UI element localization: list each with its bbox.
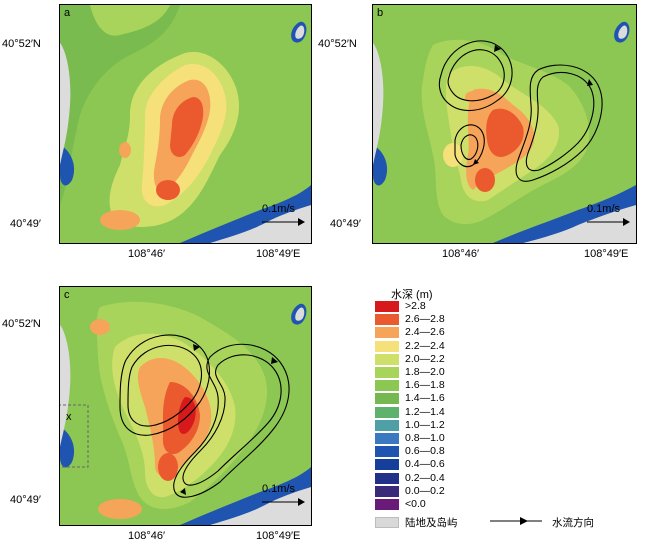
legend-item: 1.4—1.6 [375, 392, 515, 405]
scale-label-c: 0.1m/s [262, 483, 296, 495]
legend-swatch [375, 419, 399, 431]
legend-item: 1.2—1.4 [375, 406, 515, 419]
depth-map-a [60, 5, 311, 243]
legend-swatch [375, 380, 399, 392]
legend-swatch [375, 301, 399, 312]
legend-label: 0.6—0.8 [405, 445, 445, 458]
legend-item: 2.6—2.8 [375, 313, 515, 326]
legend-label: <0.0 [405, 498, 426, 510]
legend-swatch [375, 406, 399, 418]
legend-item: 1.6—1.8 [375, 379, 515, 392]
flow-legend-label: 水流方向 [552, 517, 594, 529]
legend-swatch [375, 367, 399, 378]
legend-swatch [375, 314, 399, 326]
lat-label-top-a: 40°52′N [2, 38, 41, 50]
legend-label: 2.2—2.4 [405, 339, 445, 352]
legend-swatch [375, 353, 399, 365]
legend-label: 2.6—2.8 [405, 313, 445, 326]
legend-item: 0.8—1.0 [375, 432, 515, 445]
legend-swatch [375, 433, 399, 444]
legend-label: 0.2—0.4 [405, 471, 445, 484]
legend-swatch [375, 472, 399, 484]
legend-item: 0.2—0.4 [375, 472, 515, 485]
legend-label: 1.8—2.0 [405, 366, 445, 378]
lon-label-right-a: 108°49′E [256, 248, 301, 260]
legend-item: >2.8 [375, 300, 515, 313]
legend-swatch [375, 340, 399, 352]
legend-label: 1.0—1.2 [405, 418, 445, 431]
legend-item: 2.0—2.2 [375, 353, 515, 366]
land-legend-label: 陆地及岛屿 [405, 517, 458, 529]
lat-label-top-b: 40°52′N [318, 38, 357, 50]
scale-arrow-c [262, 498, 305, 506]
land-swatch [375, 517, 399, 528]
legend-label: 1.4—1.6 [405, 392, 445, 405]
legend-title: 水深 (m) [391, 289, 433, 301]
legend-label: 0.0—0.2 [405, 484, 445, 497]
legend-item: 2.4—2.6 [375, 326, 515, 339]
legend-swatch [375, 459, 399, 471]
map-panel-a: a 0.1m/s [59, 4, 312, 244]
legend-label: 1.2—1.4 [405, 405, 445, 418]
legend-item: 2.2—2.4 [375, 340, 515, 353]
legend-swatch [375, 485, 399, 497]
panel-label-a: a [64, 7, 71, 19]
panel-label-c: c [64, 289, 70, 301]
flow-direction-arrow [490, 517, 542, 525]
lon-label-left-c: 108°46′ [128, 530, 166, 542]
map-panel-c: c x 0.1m/s [59, 286, 312, 526]
legend-item: 0.0—0.2 [375, 485, 515, 498]
scale-arrow-a [262, 218, 305, 226]
lat-label-bottom-a: 40°49′ [10, 218, 41, 230]
legend-swatch [375, 327, 399, 339]
map-panel-b: b 0.1m/s [372, 4, 637, 244]
legend-label: 0.4—0.6 [405, 458, 445, 471]
legend-item: 1.8—2.0 [375, 366, 515, 379]
depth-map-b [373, 5, 636, 243]
legend-item: 0.4—0.6 [375, 458, 515, 471]
legend-label: >2.8 [405, 300, 426, 312]
lat-label-top-c: 40°52′N [2, 318, 41, 330]
legend-swatch [375, 446, 399, 458]
legend-label: 0.8—1.0 [405, 432, 445, 444]
point-x-label: x [66, 411, 72, 423]
legend-swatch [375, 393, 399, 405]
lat-label-bottom-c: 40°49′ [10, 494, 41, 506]
legend-label: 1.6—1.8 [405, 379, 445, 392]
legend-label: 2.4—2.6 [405, 326, 445, 339]
lon-label-left-a: 108°46′ [128, 248, 166, 260]
panel-label-b: b [377, 7, 384, 19]
lon-label-left-b: 108°46′ [442, 248, 480, 260]
lon-label-right-c: 108°49′E [256, 530, 301, 542]
legend-item: <0.0 [375, 498, 515, 511]
depth-map-c [60, 287, 311, 525]
legend-item: 1.0—1.2 [375, 419, 515, 432]
legend-item: 0.6—0.8 [375, 445, 515, 458]
lon-label-right-b: 108°49′E [584, 248, 629, 260]
scale-label-a: 0.1m/s [262, 203, 296, 215]
lat-label-bottom-b: 40°49′ [330, 218, 361, 230]
legend-swatch [375, 499, 399, 510]
legend-label: 2.0—2.2 [405, 352, 445, 365]
scale-arrow-b [587, 218, 630, 226]
scale-label-b: 0.1m/s [587, 203, 621, 215]
